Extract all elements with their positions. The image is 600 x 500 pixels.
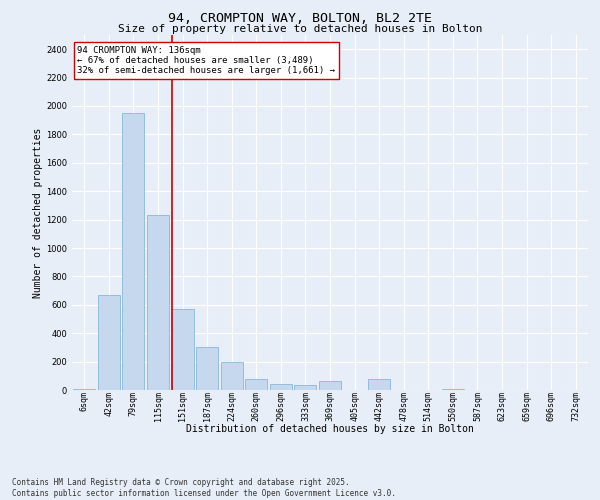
Bar — [245, 378, 268, 390]
Text: Size of property relative to detached houses in Bolton: Size of property relative to detached ho… — [118, 24, 482, 34]
Bar — [295, 385, 316, 390]
Bar — [172, 309, 194, 390]
Bar — [270, 384, 292, 390]
Y-axis label: Number of detached properties: Number of detached properties — [33, 128, 43, 298]
Bar — [196, 348, 218, 390]
Bar — [147, 216, 169, 390]
Bar — [319, 382, 341, 390]
Text: 94, CROMPTON WAY, BOLTON, BL2 2TE: 94, CROMPTON WAY, BOLTON, BL2 2TE — [168, 12, 432, 26]
Bar — [221, 362, 243, 390]
Bar — [98, 295, 120, 390]
X-axis label: Distribution of detached houses by size in Bolton: Distribution of detached houses by size … — [186, 424, 474, 434]
Bar — [368, 380, 390, 390]
Text: 94 CROMPTON WAY: 136sqm
← 67% of detached houses are smaller (3,489)
32% of semi: 94 CROMPTON WAY: 136sqm ← 67% of detache… — [77, 46, 335, 76]
Text: Contains HM Land Registry data © Crown copyright and database right 2025.
Contai: Contains HM Land Registry data © Crown c… — [12, 478, 396, 498]
Bar — [73, 388, 95, 390]
Bar — [122, 113, 145, 390]
